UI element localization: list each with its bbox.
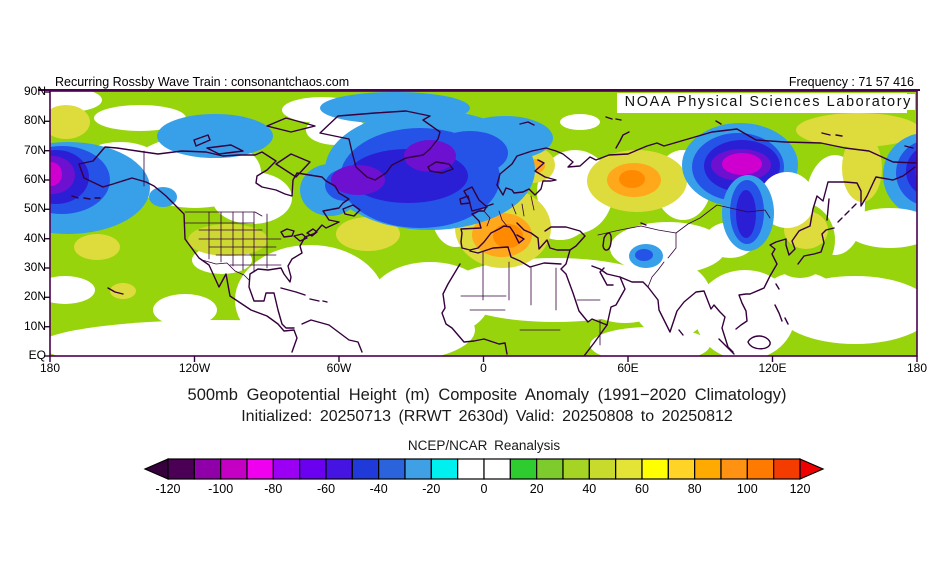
lat-ticks (44, 91, 50, 357)
chart-subtitle: Initialized: 20250713 (RRWT 2630d) Valid… (241, 408, 733, 425)
colorbar-cell (404, 458, 432, 480)
cb-tick-n120: -120 (155, 482, 181, 496)
cb-tick-n100: -100 (208, 482, 234, 496)
colorbar-cell (536, 458, 564, 480)
colorbar-cell (641, 458, 669, 480)
cb-tick-p40: 40 (582, 482, 597, 496)
lon-label-0: 0 (480, 361, 487, 375)
cb-tick-p60: 60 (635, 482, 649, 496)
colorbar-cell (325, 458, 353, 480)
lat-label-10n: 10N (23, 319, 46, 333)
lon-label-120w: 120W (178, 361, 211, 375)
lon-label-60e: 60E (617, 361, 639, 375)
colorbar-cell (272, 458, 301, 480)
cb-tick-p120: 120 (789, 482, 811, 496)
lat-label-60n: 60N (23, 172, 46, 186)
border-layer (143, 150, 771, 346)
page-caption: Recurring Rossby Wave Train : consonantc… (55, 75, 350, 89)
contour-fill-layer (50, 91, 917, 356)
lon-ticks (49, 356, 918, 362)
colorbar-cell (220, 458, 248, 480)
cb-tick-p20: 20 (529, 482, 544, 496)
colorbar-cells (167, 458, 801, 480)
colorbar-cell (193, 458, 222, 480)
lat-label-90n: 90N (23, 84, 46, 98)
colorbar-cell (588, 458, 617, 480)
cb-tick-n60: -60 (316, 482, 336, 496)
colorbar-cell (246, 458, 274, 480)
lat-label-50n: 50N (23, 201, 46, 215)
colorbar-left-arrow (143, 458, 169, 480)
colorbar-cell (299, 458, 327, 480)
lon-label-60w: 60W (326, 361, 352, 375)
colorbar-cell (483, 458, 511, 480)
colorbar (143, 458, 825, 480)
cb-tick-0: 0 (480, 482, 488, 496)
negative-anomaly-centers (50, 92, 917, 268)
lon-label-180e: 180 (906, 361, 928, 375)
colorbar-cell (457, 458, 485, 480)
noaa-lab-label: NOAA Physical Sciences Laboratory (621, 94, 915, 110)
colorbar-cell (746, 458, 775, 480)
colorbar-right-arrow (799, 458, 825, 480)
colorbar-cell (378, 458, 406, 480)
colorbar-cell (562, 458, 590, 480)
colorbar-cell (351, 458, 380, 480)
cb-tick-p80: 80 (687, 482, 702, 496)
colorbar-cell (720, 458, 748, 480)
lat-label-80n: 80N (23, 113, 46, 127)
lon-label-180w: 180 (39, 361, 61, 375)
colorbar-cell (694, 458, 722, 480)
chart-title: 500mb Geopotential Height (m) Composite … (187, 386, 787, 404)
lon-label-120e: 120E (758, 361, 787, 375)
colorbar-cell (773, 458, 801, 480)
colorbar-caption: NCEP/NCAR Reanalysis (407, 438, 561, 453)
cb-tick-n20: -20 (422, 482, 441, 496)
cb-tick-p100: 100 (736, 482, 758, 496)
cb-tick-n80: -80 (264, 482, 283, 496)
lat-label-40n: 40N (23, 231, 46, 245)
colorbar-cell (509, 458, 538, 480)
colorbar-cell (430, 458, 459, 480)
lat-label-70n: 70N (23, 143, 46, 157)
lat-label-30n: 30N (23, 260, 46, 274)
coastline-layer (71, 110, 917, 356)
cb-tick-n40: -40 (369, 482, 388, 496)
header-rule (38, 89, 920, 91)
lat-label-eq: EQ (28, 348, 46, 362)
colorbar-cell (667, 458, 696, 480)
colorbar-cell (167, 458, 195, 480)
colorbar-cell (615, 458, 643, 480)
lat-label-20n: 20N (23, 289, 46, 303)
frequency-label: Frequency : 71 57 416 (788, 75, 914, 89)
